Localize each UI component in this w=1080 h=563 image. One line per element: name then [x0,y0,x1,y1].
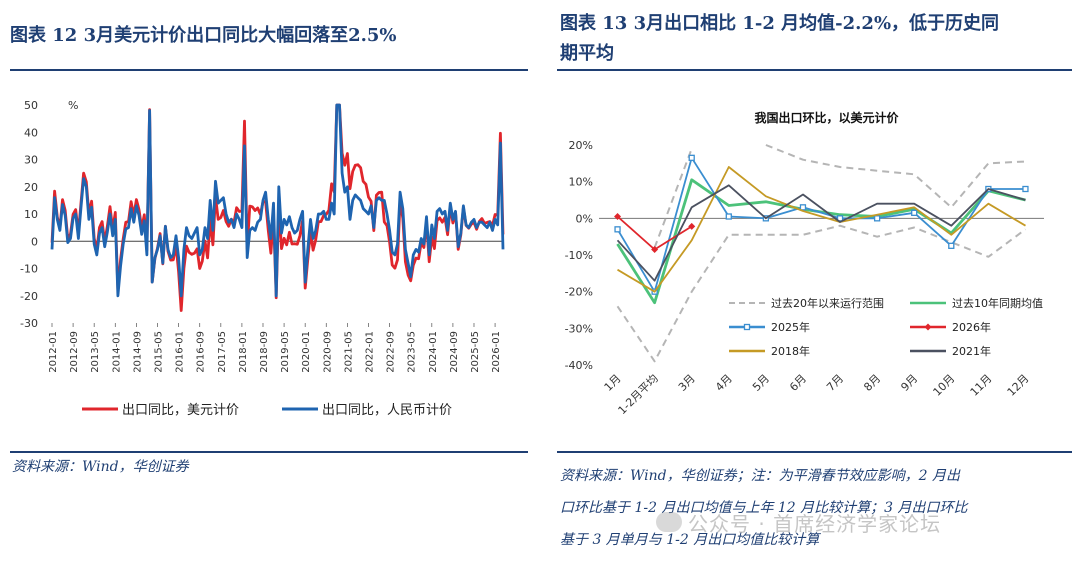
y-tick-label: -20% [565,286,593,299]
range-lower-line [616,224,1027,363]
series-marker [725,213,732,220]
x-tick-label: 2016-09 [196,331,207,373]
y-tick-label: 20 [24,181,38,194]
right-chart-title-line1: 图表 13 3月出口相比 1-2 月均值-2.2%，低于历史同 [560,13,1000,34]
y-tick-label: -30% [565,322,593,335]
series-marker [688,154,695,161]
series-marker [614,213,622,220]
left-chart: -30 -20 -10 0 10 20 30 40 50 % 2012-01 2012-09 2013-… [20,99,505,418]
legend-label: 2025年 [771,320,810,334]
x-tick-label: 8月 [861,372,883,394]
range-upper-line [765,144,1026,209]
x-tick-label: 2020-01 [301,331,312,373]
series-line-cny [50,103,505,298]
y-unit-label: % [68,99,78,112]
x-tick-label: 2017-05 [217,331,228,373]
x-tick-label: 3月 [676,372,698,394]
series-marker [651,246,659,253]
series-marker [614,226,621,233]
series-marker [688,222,696,230]
right-source-line2: 口环比基于 1-2 月出口均值与上年 12 月比较计算；3 月出口环比 [560,500,968,516]
x-tick-label: 5月 [750,372,772,394]
x-tick-label: 2020-09 [322,331,333,373]
y-tick-label: 10% [569,176,593,189]
y-tick-label: 50 [24,99,38,112]
y-tick-label: 20% [569,139,593,152]
y-tick-label: 0% [576,212,593,225]
series-line [616,184,1026,282]
legend-label: 2021年 [952,344,991,358]
legend-label-cny: 出口同比，人民币计价 [322,403,452,418]
right-source-line3: 基于 3 月单月与 1-2 月出口均值比较计算 [560,532,820,548]
left-source: 资料来源：Wind，华创证券 [12,459,189,475]
x-tick-label: 2025-05 [470,331,481,373]
series-marker [948,242,955,249]
x-tick-label: 2024-01 [428,331,439,373]
y-tick-label: 40 [24,126,38,139]
legend-label: 过去10年同期均值 [952,296,1043,310]
y-tick-label: -10 [20,263,38,276]
legend-marker [743,323,751,331]
watermark: 公众号 · 首席经济学家论坛 [688,512,942,536]
x-tick-label: 2018-01 [238,331,249,373]
legend-label: 2018年 [771,344,810,358]
series-marker [836,215,844,222]
x-tick-label: 2018-09 [259,331,270,373]
series-marker [873,215,881,222]
x-tick-label: 2022-01 [364,331,375,373]
x-tick-label: 2024-09 [449,331,460,373]
x-tick-label: 2022-09 [386,331,397,373]
legend-marker [924,323,932,331]
x-tick-label: 1-2月平均 [616,372,661,417]
x-tick-label: 2014-09 [132,331,143,373]
series-marker [1022,185,1029,193]
right-chart-title-line2: 期平均 [560,43,614,64]
x-tick-label: 6月 [787,372,809,394]
right-title-rule [557,69,1072,71]
legend-label: 过去20年以来运行范围 [771,296,884,310]
y-tick-label: -20 [20,290,38,303]
range-upper-line [653,148,693,249]
x-tick-label: 1月 [602,372,624,394]
x-tick-label: 7月 [824,372,846,394]
wechat-icon [656,512,682,532]
y-tick-label: 30 [24,154,38,167]
x-tick-label: 2023-05 [407,331,418,373]
x-tick-label: 2013-05 [90,331,101,373]
x-tick-label: 4月 [713,372,735,394]
series-line [617,166,1026,293]
x-tick-label: 2015-05 [153,331,164,373]
x-tick-label: 2012-09 [69,331,80,373]
x-tick-label: 2012-01 [48,331,59,373]
y-tick-label: 10 [24,208,38,221]
x-tick-label: 10月 [931,372,958,399]
y-tick-label: -30 [20,317,38,330]
left-title-rule [10,69,528,71]
chart-title: 我国出口环比，以美元计价 [754,110,899,125]
series-line [616,156,1026,293]
y-tick-label: -10% [565,249,593,262]
legend-label-usd: 出口同比，美元计价 [122,403,239,418]
series-marker [799,204,807,211]
left-chart-title: 图表 12 3月美元计价出口同比大幅回落至2.5% [10,25,397,46]
x-tick-label: 2026-01 [491,331,502,373]
left-source-rule [10,451,528,453]
x-tick-label: 9月 [898,372,920,394]
y-tick-label: -40% [565,359,593,372]
right-source-rule [557,451,1072,453]
right-source-line1: 资料来源：Wind，华创证券；注：为平滑春节效应影响，2 月出 [560,468,960,484]
x-tick-label: 2014-01 [111,331,122,373]
x-tick-label: 2016-01 [175,331,186,373]
x-tick-label: 2021-05 [343,331,354,373]
x-tick-label: 2019-05 [280,331,291,373]
x-tick-label: 12月 [1005,372,1032,399]
series-line [616,178,1026,305]
x-tick-label: 11月 [968,372,995,399]
right-chart: 我国出口环比，以美元计价 20% 10% 0% -10% -20% -30% -40% 1月1-… [565,110,1044,417]
legend-label: 2026年 [952,320,991,334]
series-marker [911,209,918,216]
y-tick-label: 0 [31,235,38,248]
